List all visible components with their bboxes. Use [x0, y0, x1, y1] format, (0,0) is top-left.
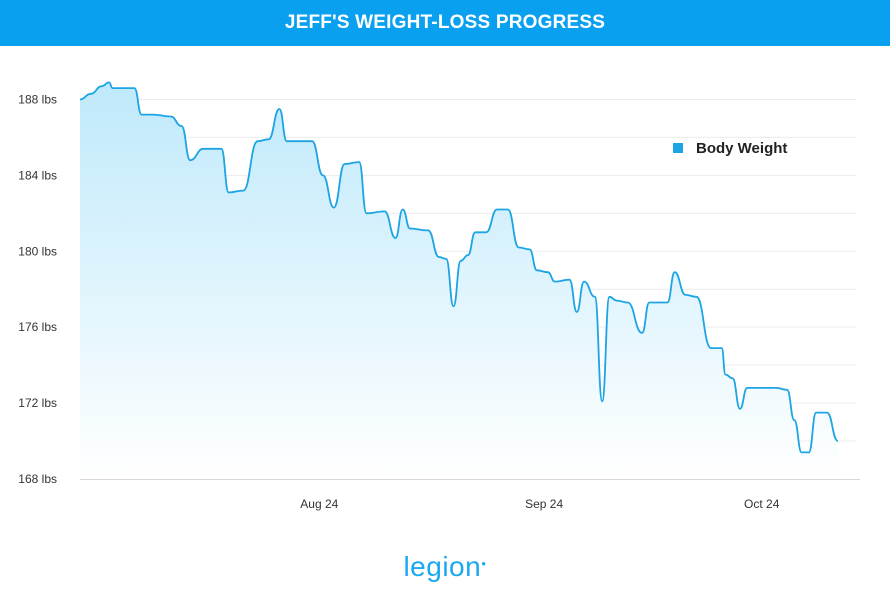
y-tick-label: 172 lbs [18, 396, 57, 410]
body-weight-area [80, 82, 838, 480]
y-axis-ticks: 188 lbs 184 lbs 180 lbs 176 lbs 172 lbs 168 l… [18, 92, 57, 486]
brand-mark: ● [481, 559, 487, 568]
body-weight-line [79, 81, 839, 454]
legend-label: Body Weight [696, 140, 787, 157]
y-tick-label: 180 lbs [18, 244, 57, 258]
legend: Body Weight [673, 140, 787, 157]
brand-text: legion [403, 551, 482, 582]
y-tick-label: 184 lbs [18, 168, 57, 182]
x-tick-label: Aug 24 [300, 497, 338, 511]
chart-title: JEFF'S WEIGHT-LOSS PROGRESS [284, 12, 606, 33]
y-tick-label: 176 lbs [18, 320, 57, 334]
x-tick-label: Oct 24 [744, 497, 780, 511]
x-axis-ticks: Aug 24 Sep 24 Oct 24 [300, 497, 779, 511]
y-tick-label: 188 lbs [18, 92, 57, 106]
y-tick-label: 168 lbs [18, 472, 57, 486]
legion-logo: legion● [0, 551, 890, 583]
legend-swatch [673, 143, 683, 153]
title-bar: JEFF'S WEIGHT-LOSS PROGRESS [0, 0, 890, 46]
x-tick-label: Sep 24 [525, 497, 563, 511]
weight-chart: 188 lbs 184 lbs 180 lbs 176 lbs 172 lbs 168 l… [18, 81, 860, 511]
